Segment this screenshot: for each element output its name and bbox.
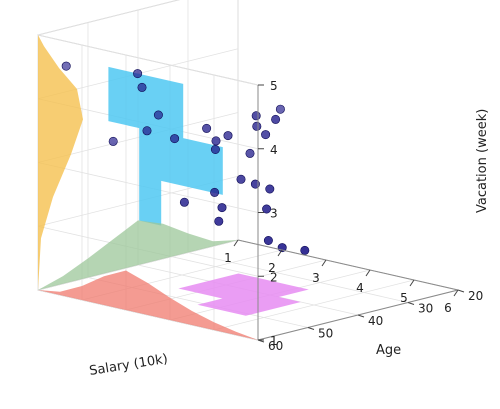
x-tick-mark	[365, 269, 371, 277]
z-tick-label: 1	[270, 334, 278, 348]
y-tick-label: 50	[318, 327, 333, 341]
x-axis-label: Salary (10k)	[88, 352, 169, 379]
data-point	[210, 187, 220, 197]
xy-projection-shape	[178, 273, 309, 316]
z-tick-label: 3	[270, 207, 278, 221]
x-tick-mark	[453, 289, 459, 297]
data-point	[261, 130, 271, 140]
y-marginal-curve	[38, 220, 238, 290]
xz-projection-shape	[108, 66, 223, 226]
data-point	[252, 121, 262, 131]
x-tick-label: 1	[224, 251, 232, 265]
data-point	[300, 245, 310, 255]
x-tick-mark	[277, 249, 283, 257]
y-tick-mark	[457, 289, 465, 293]
y-tick-label: 60	[268, 339, 283, 353]
data-point	[262, 204, 272, 214]
marginal-curves	[38, 35, 258, 340]
data-point	[170, 134, 180, 144]
z-axis-ticks: 1 2 3 4 5	[258, 79, 278, 348]
data-point	[210, 145, 220, 155]
y-tick-mark	[407, 302, 415, 305]
z-marginal-curve	[38, 35, 83, 290]
x-tick-mark	[233, 239, 239, 247]
y-tick-label: 20	[468, 289, 483, 303]
x-tick-label: 2	[268, 261, 276, 275]
data-point	[275, 104, 285, 114]
data-point	[61, 61, 71, 71]
grid-line-z	[37, 112, 239, 163]
data-point	[142, 126, 152, 136]
y-tick-mark	[357, 314, 365, 318]
z-axis-label: Vacation (week)	[475, 109, 490, 213]
z-tick-label: 4	[270, 143, 278, 157]
data-point	[223, 131, 233, 141]
data-point	[153, 110, 163, 120]
data-point	[137, 82, 147, 92]
data-point	[236, 174, 246, 184]
data-point	[245, 148, 255, 158]
y-axis-ticks: 20 30 40 50 60	[257, 289, 483, 353]
data-point	[214, 216, 224, 226]
data-point	[263, 236, 273, 246]
grid-line-y	[187, 252, 409, 303]
data-point	[202, 123, 212, 133]
y-tick-label: 40	[368, 314, 383, 328]
x-tick-label: 4	[356, 281, 364, 295]
grid-line-z	[37, 34, 259, 86]
x-tick-label: 6	[444, 301, 452, 315]
x-tick-label: 3	[312, 271, 320, 285]
data-point	[271, 114, 281, 124]
x-axis-line	[237, 239, 459, 291]
data-point	[211, 136, 221, 146]
y-tick-mark	[307, 327, 315, 330]
x-axis-ticks: 1 2 3 4 5 6	[224, 239, 459, 315]
data-point	[108, 136, 118, 146]
y-tick-label: 30	[418, 302, 433, 316]
z-tick-label: 2	[270, 270, 278, 284]
data-point	[265, 184, 275, 194]
data-point	[179, 197, 189, 207]
data-point	[251, 111, 261, 121]
data-point	[217, 203, 227, 213]
z-tick-label: 5	[270, 79, 278, 93]
x-tick-mark	[321, 259, 327, 267]
grid-line-z	[37, 0, 180, 36]
x-tick-label: 5	[400, 291, 408, 305]
x-tick-mark	[409, 279, 415, 287]
x-marginal-curve	[38, 270, 258, 340]
y-axis-label: Age	[376, 343, 401, 358]
projections	[108, 66, 309, 316]
data-point	[133, 69, 143, 79]
